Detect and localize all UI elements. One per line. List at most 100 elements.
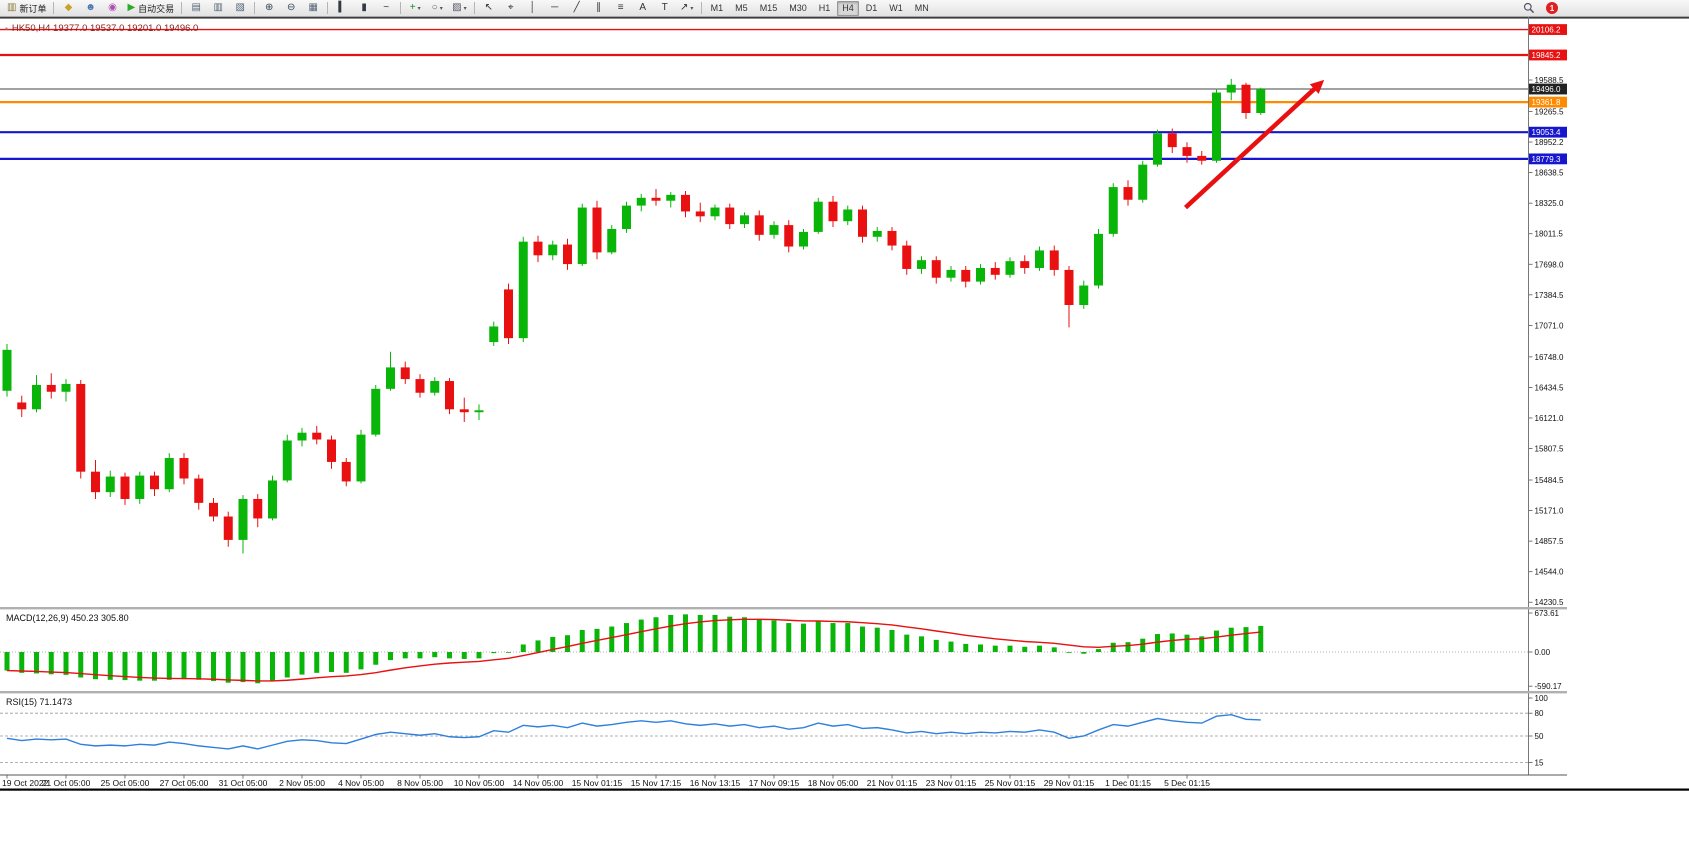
tile-vertical-icon[interactable]: ▥ (208, 0, 228, 16)
candle-body (754, 215, 764, 235)
fibonacci-icon-glyph: ≡ (617, 2, 624, 13)
candle-body (474, 410, 484, 413)
horizontal-line-icon[interactable]: ─ (545, 0, 565, 16)
fibonacci-icon[interactable]: ≡ (611, 0, 631, 16)
pane-splitter-rsi[interactable] (0, 691, 1567, 694)
community-icon-glyph: ☻ (85, 2, 96, 13)
price-axis-label: 16434.5 (1535, 383, 1564, 392)
crosshair-icon[interactable]: ⌖ (501, 0, 521, 16)
timeframe-d1[interactable]: D1 (865, 3, 878, 13)
periods-icon[interactable]: ○ ▾ (427, 0, 447, 16)
zoom-out-icon-glyph: ⊖ (286, 2, 296, 13)
indicators-icon[interactable]: + ▾ (405, 0, 425, 16)
text-label-icon-glyph: T (661, 2, 668, 13)
chart-canvas[interactable]: 19588.5 19265.5 18952.2 18638.5 18325.0 18011… (0, 17, 1689, 792)
candle-body (327, 439, 336, 462)
candle-body (297, 432, 307, 441)
tile-windows-icon[interactable]: ▤ (186, 0, 206, 16)
candle-body (194, 478, 204, 503)
macd-bar (225, 652, 231, 683)
price-badge-19496.0: 19496.0 (1529, 83, 1567, 95)
timeframe-m5[interactable]: M5 (735, 3, 748, 13)
time-axis-label: 21 Nov 01:15 (867, 778, 918, 788)
candlestick-chart-icon-glyph: ▮ (361, 2, 367, 13)
toolbar-separator (400, 2, 402, 14)
zoom-out-icon[interactable]: ⊖ (281, 0, 301, 16)
indicators-icon-glyph: + (409, 2, 416, 13)
timeframe-mn[interactable]: MN (914, 3, 929, 13)
macd-bar (1169, 633, 1175, 652)
timeframe-m1[interactable]: M1 (710, 3, 724, 13)
macd-bar (933, 639, 939, 652)
candle-body (518, 241, 528, 339)
text-icon[interactable]: A (633, 0, 653, 16)
line-chart-icon[interactable]: ~ (376, 0, 396, 16)
channel-icon[interactable]: ∥ (589, 0, 609, 16)
trend-arrow-line[interactable] (1184, 83, 1320, 210)
macd-bar (874, 627, 880, 652)
timeframe-group: M1 M5 M15 M30 H1 H4 D1 W1 MN (705, 0, 935, 16)
candle-body (76, 383, 86, 472)
macd-bar (447, 652, 452, 659)
candle-body (666, 194, 676, 201)
candle-body (1138, 164, 1148, 200)
timeframe-m15[interactable]: M15 (759, 3, 778, 13)
macd-bar (491, 652, 497, 654)
horizontal-line-icon-glyph: ─ (551, 2, 559, 13)
candle-body (1123, 187, 1133, 200)
candle-body (459, 409, 469, 413)
cursor-icon[interactable]: ↖ (479, 0, 499, 16)
time-axis-label: 15 Nov 01:15 (572, 778, 623, 788)
macd-signal-line (6, 618, 1261, 682)
candle-body (976, 267, 985, 282)
candle-body (917, 260, 926, 269)
candle-body (371, 388, 381, 435)
text-label-icon[interactable]: T (655, 0, 675, 16)
new-order-button[interactable]: ▥ 新订单 (4, 0, 49, 16)
templates-icon[interactable]: ▨ ▾ (449, 0, 469, 16)
candle-body (223, 516, 233, 540)
vertical-line-icon[interactable]: │ (523, 0, 543, 16)
candle-body (592, 207, 602, 253)
macd-bar (830, 623, 836, 652)
timeframe-w1[interactable]: W1 (889, 3, 903, 13)
tile-vertical-icon-glyph: ▥ (213, 2, 223, 13)
search-icon[interactable] (1519, 0, 1539, 16)
pane-splitter-macd[interactable] (0, 607, 1567, 610)
candle-body (504, 289, 513, 339)
candle-body (563, 244, 572, 265)
macd-bar (919, 636, 924, 652)
macd-bar (137, 652, 143, 681)
macd-bar (550, 636, 556, 652)
timeframe-h4[interactable]: H4 (837, 0, 859, 16)
cascade-windows-icon[interactable]: ▧ (230, 0, 250, 16)
trendline-icon[interactable]: ╱ (567, 0, 587, 16)
macd-bar (1184, 634, 1190, 652)
macd-bar (712, 614, 718, 652)
notification-badge[interactable]: 1 (1546, 2, 1558, 14)
svg-text:19361.8: 19361.8 (1532, 98, 1561, 107)
arrows-icon[interactable]: ↗ ▾ (677, 0, 697, 16)
macd-bar (978, 644, 983, 652)
timeframe-h1[interactable]: H1 (818, 3, 831, 13)
candle-body (312, 432, 322, 440)
grid-icon[interactable]: ▦ (303, 0, 323, 16)
arrows-icon-glyph: ↗ (679, 2, 689, 13)
bar-chart-icon[interactable]: ▍ (332, 0, 352, 16)
price-axis-label: 15807.5 (1535, 445, 1564, 454)
candle-body (990, 267, 1000, 275)
marketplace-icon[interactable]: ◉ (102, 0, 122, 16)
autotrading-button[interactable]: ▶ 自动交易 (124, 0, 177, 16)
templates-icon-glyph: ▨ (452, 2, 462, 13)
timeframe-m30[interactable]: M30 (789, 3, 807, 13)
candlestick-chart-icon[interactable]: ▮ (354, 0, 374, 16)
macd-bar (63, 652, 69, 675)
price-axis-label: 14230.5 (1535, 598, 1564, 607)
macd-bar (402, 652, 408, 659)
price-axis-label: 17071.0 (1535, 321, 1564, 330)
macd-bar (565, 635, 570, 652)
profiles-icon[interactable]: ◆ (58, 0, 78, 16)
community-icon[interactable]: ☻ (80, 0, 100, 16)
time-axis-label: 18 Nov 05:00 (808, 778, 859, 788)
zoom-in-icon[interactable]: ⊕ (259, 0, 279, 16)
